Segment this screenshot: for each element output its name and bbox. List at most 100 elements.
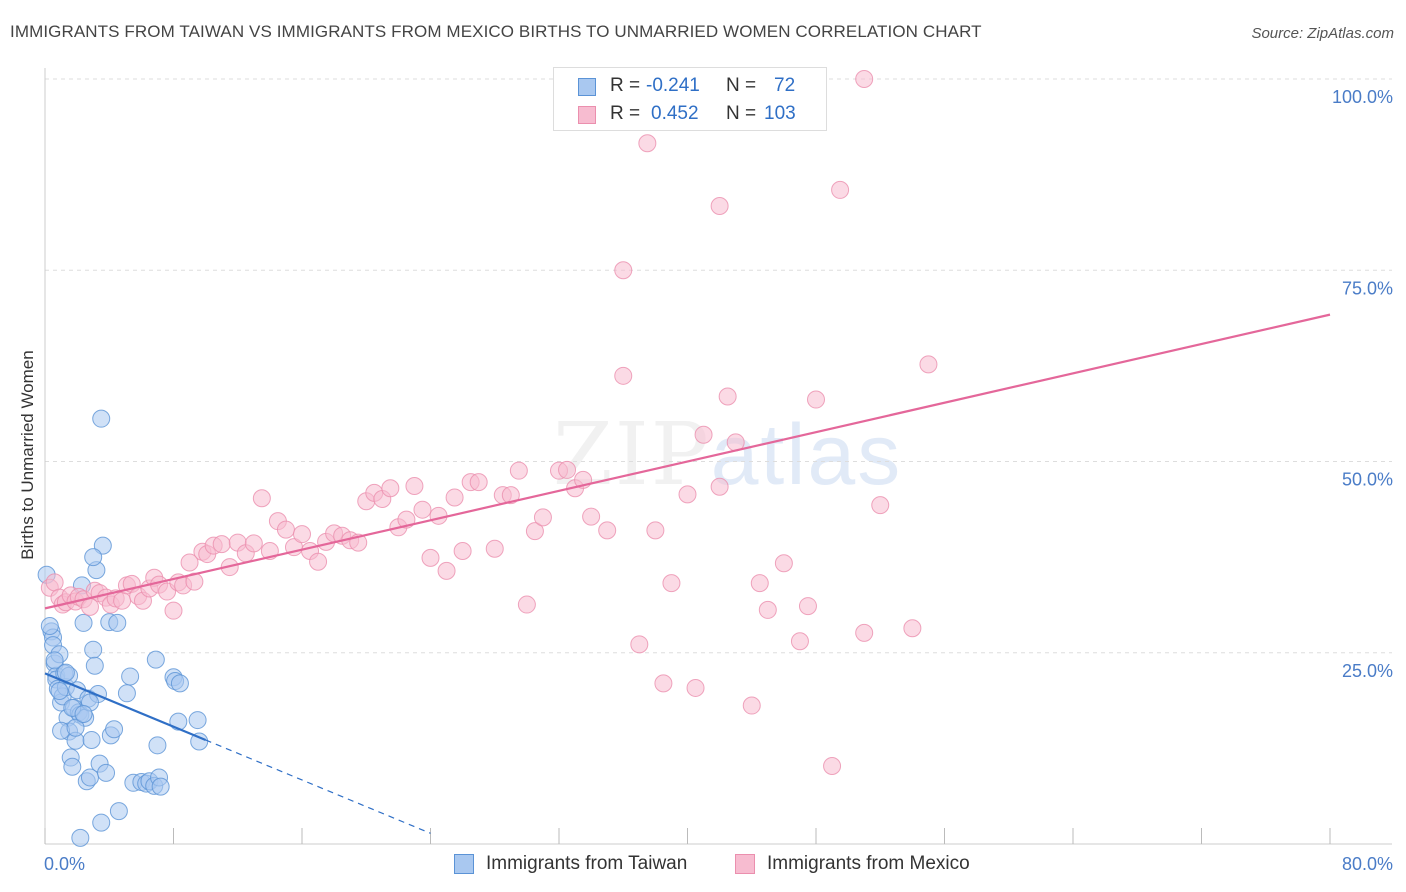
mexico-point [750,574,769,593]
x-tick-label-max: 80.0% [1342,854,1393,874]
mexico-point [654,674,673,693]
mexico-point [742,696,761,715]
legend-mexico-label: Immigrants from Mexico [767,853,970,874]
mexico-point [831,180,850,199]
mexico-r-label: R = [610,103,641,124]
mexico-point [180,553,199,572]
mexico-point [45,573,64,592]
mexico-point [429,506,448,525]
mexico-point [413,500,432,519]
mexico-point [525,522,544,541]
taiwan-point [170,674,189,693]
taiwan-point [188,711,207,730]
mexico-trend-line [44,313,1331,610]
mexico-swatch [578,106,596,124]
mexico-n-label: N = [726,103,757,124]
taiwan-point [74,613,93,632]
mexico-point [501,486,520,505]
mexico-point [919,355,938,374]
taiwan-point [74,704,93,723]
mexico-point [469,473,488,492]
mexico-point [638,134,657,153]
stats-box: R = -0.241 N = 72 R = 0.452 N = 103 [553,67,827,131]
mexico-point [252,489,271,508]
chart-title: IMMIGRANTS FROM TAIWAN VS IMMIGRANTS FRO… [10,22,982,41]
taiwan-point [109,802,128,821]
taiwan-point [108,613,127,632]
mexico-point [790,632,809,651]
mexico-point [293,525,311,544]
mexico-point [798,597,817,616]
legend-taiwan-label: Immigrants from Taiwan [486,853,688,874]
taiwan-point [82,730,101,749]
mexico-point [244,534,263,553]
mexico-point [678,485,697,504]
mexico-point [533,508,552,527]
taiwan-swatch [578,78,596,96]
mexico-point [710,477,729,496]
mexico-point [405,476,424,495]
legend-mexico-swatch [735,854,755,874]
taiwan-point [121,667,140,686]
mexico-point [598,521,617,540]
mexico-point [381,479,400,498]
y-tick-label: 100.0% [1332,87,1393,107]
mexico-point [903,619,922,638]
x-tick-label-min: 0.0% [44,854,85,874]
taiwan-point [148,736,167,755]
mexico-point [807,390,825,409]
taiwan-point [190,732,209,751]
mexico-point [871,496,890,515]
taiwan-point [84,548,103,567]
taiwan-point [63,757,82,776]
mexico-point [823,756,842,775]
taiwan-point [105,720,124,739]
mexico-point [309,552,328,571]
mexico-point [646,521,665,540]
taiwan-n-label: N = [726,75,757,96]
taiwan-point [92,409,111,428]
mexico-point [662,574,681,593]
stats-row-taiwan: R = -0.241 N = 72 [554,72,826,102]
mexico-point [421,548,440,567]
mexico-point [509,461,528,480]
mexico-n-value: 103 [764,103,796,124]
taiwan-point [146,650,165,669]
taiwan-point [50,682,69,700]
mexico-point [686,678,705,697]
source-label: Source: ZipAtlas.com [1251,25,1394,42]
mexico-point [582,507,601,526]
taiwan-point [93,536,112,555]
taiwan-point [85,656,104,675]
mexico-point [276,520,295,539]
taiwan-point [92,813,111,832]
taiwan-point [117,684,136,703]
mexico-point [614,366,633,385]
mexico-point [113,591,132,610]
mexico-point [774,554,793,573]
taiwan-point [71,828,90,847]
legend-taiwan-swatch [454,854,474,874]
taiwan-r-value: -0.241 [646,75,700,96]
taiwan-trend-extension [205,739,431,834]
mexico-point [630,635,649,654]
taiwan-point [84,640,103,659]
mexico-point [694,425,713,444]
taiwan-point [40,616,59,635]
mexico-point [855,623,874,642]
mexico-point [485,539,504,558]
y-tick-label: 25.0% [1342,661,1393,681]
mexico-point [710,196,729,215]
watermark-atlas: atlas [710,407,903,503]
mexico-point [212,535,231,554]
mexico-point [517,595,536,614]
mexico-point [437,561,456,580]
mexico-point [445,488,464,507]
mexico-point [855,70,874,88]
y-tick-label: 75.0% [1342,278,1393,298]
taiwan-point [66,718,85,737]
mexico-point [453,542,472,561]
taiwan-point [45,651,64,670]
mexico-point [614,261,633,280]
